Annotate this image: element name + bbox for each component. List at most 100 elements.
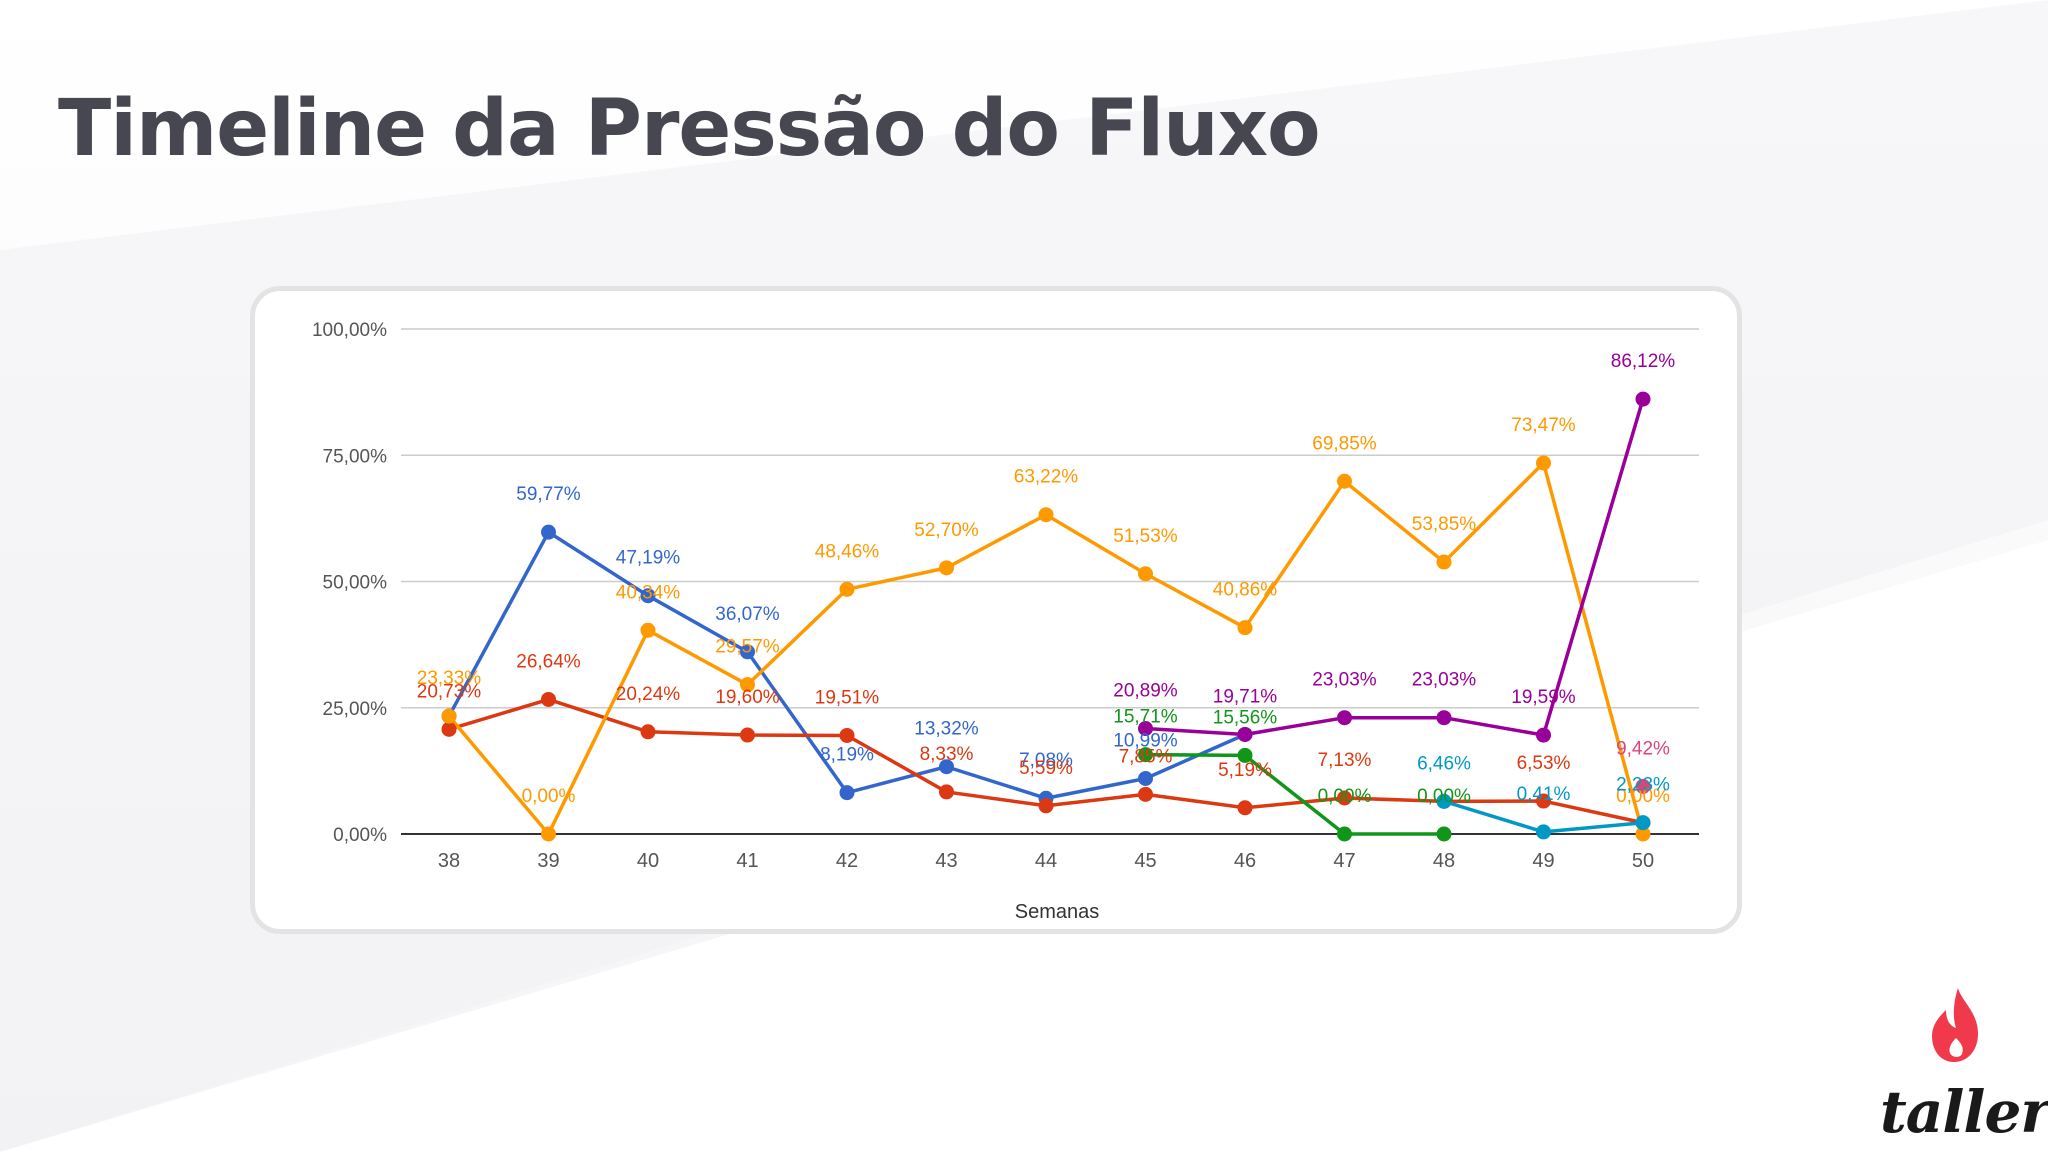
x-tick-label: 46 bbox=[1234, 850, 1256, 872]
data-point bbox=[839, 785, 855, 801]
data-label: 23,03% bbox=[1312, 670, 1377, 691]
series-line bbox=[1145, 398, 1645, 737]
data-label: 20,24% bbox=[616, 684, 681, 705]
y-tick-label: 75,00% bbox=[323, 446, 388, 467]
data-label: 19,51% bbox=[815, 687, 880, 708]
data-label: 29,57% bbox=[715, 637, 780, 658]
data-label: 26,64% bbox=[516, 651, 581, 672]
data-label: 36,07% bbox=[715, 604, 780, 625]
data-point bbox=[939, 784, 954, 800]
data-point bbox=[740, 727, 755, 743]
data-label: 59,77% bbox=[516, 484, 581, 505]
data-point bbox=[1436, 710, 1452, 726]
data-point bbox=[1337, 790, 1352, 806]
data-point bbox=[1237, 800, 1253, 816]
data-label: 20,89% bbox=[1113, 681, 1178, 702]
data-point bbox=[1237, 620, 1253, 636]
data-point bbox=[1038, 798, 1054, 814]
data-label: 6,53% bbox=[1517, 753, 1571, 774]
data-point bbox=[1237, 747, 1253, 763]
data-label: 23,33% bbox=[417, 668, 482, 689]
data-point bbox=[441, 708, 457, 724]
data-point bbox=[1337, 473, 1352, 489]
data-label: 0,41% bbox=[1517, 784, 1571, 805]
x-tick-label: 41 bbox=[736, 850, 758, 872]
data-point bbox=[1138, 747, 1153, 763]
x-tick-label: 43 bbox=[935, 850, 957, 872]
data-label: 15,71% bbox=[1113, 707, 1178, 728]
data-point bbox=[541, 524, 556, 540]
data-label: 53,85% bbox=[1412, 514, 1477, 535]
data-point bbox=[939, 560, 954, 576]
x-tick-label: 49 bbox=[1532, 850, 1554, 872]
data-label: 47,19% bbox=[616, 548, 681, 569]
data-point bbox=[640, 622, 656, 638]
data-point bbox=[1536, 824, 1551, 840]
data-label: 40,34% bbox=[616, 582, 681, 603]
y-tick-label: 50,00% bbox=[323, 573, 388, 594]
x-tick-label: 47 bbox=[1333, 850, 1355, 872]
line-chart: 0,00% 25,00% 50,00% 75,00% 100,00% 38 39 40 41 42… bbox=[312, 320, 1699, 923]
data-label: 8,19% bbox=[820, 745, 874, 766]
data-label: 5,19% bbox=[1218, 760, 1272, 781]
data-label: 10,99% bbox=[1113, 731, 1178, 752]
x-tick-label: 48 bbox=[1433, 850, 1455, 872]
data-point bbox=[839, 581, 855, 597]
data-point bbox=[839, 727, 855, 743]
data-point bbox=[1436, 554, 1452, 570]
data-point bbox=[1337, 826, 1352, 842]
data-label: 0,00% bbox=[1318, 786, 1372, 807]
data-label: 9,42% bbox=[1616, 738, 1670, 759]
x-tick-label: 42 bbox=[836, 850, 858, 872]
data-label: 40,86% bbox=[1213, 580, 1278, 601]
data-point bbox=[1536, 727, 1551, 743]
data-point bbox=[541, 691, 556, 707]
data-label: 0,00% bbox=[522, 786, 576, 807]
x-tick-label: 44 bbox=[1035, 850, 1057, 872]
data-label: 48,46% bbox=[815, 541, 880, 562]
data-label: 52,70% bbox=[914, 520, 979, 541]
data-label: 23,03% bbox=[1412, 670, 1477, 691]
data-label: 73,47% bbox=[1511, 415, 1576, 436]
data-point bbox=[541, 826, 556, 842]
data-label: 63,22% bbox=[1014, 467, 1079, 488]
data-label: 15,56% bbox=[1213, 707, 1278, 728]
data-point bbox=[1635, 391, 1651, 407]
data-point bbox=[441, 721, 457, 737]
data-label: 7,08% bbox=[1019, 750, 1073, 771]
y-tick-label: 0,00% bbox=[333, 825, 387, 846]
y-tick-label: 25,00% bbox=[323, 699, 388, 720]
data-point bbox=[1237, 726, 1253, 742]
data-point bbox=[1138, 771, 1153, 787]
data-point bbox=[1536, 455, 1551, 471]
data-point bbox=[939, 759, 954, 775]
data-label: 13,32% bbox=[914, 719, 979, 740]
data-point bbox=[1635, 778, 1651, 794]
x-tick-label: 38 bbox=[438, 850, 460, 872]
data-point bbox=[1436, 826, 1452, 842]
data-point bbox=[1138, 566, 1153, 582]
data-point bbox=[1138, 721, 1153, 737]
series-line bbox=[1145, 752, 1444, 836]
data-label: 2,23% bbox=[1616, 775, 1670, 796]
x-axis-title: Semanas bbox=[1015, 901, 1100, 923]
data-point bbox=[740, 644, 755, 660]
data-label: 51,53% bbox=[1113, 526, 1178, 547]
data-label: 7,13% bbox=[1318, 750, 1372, 771]
data-label: 20,73% bbox=[417, 681, 482, 702]
brand-logo-text: taller bbox=[1880, 1078, 2048, 1146]
data-point bbox=[1436, 793, 1452, 809]
chart-card: 0,00% 25,00% 50,00% 75,00% 100,00% 38 39 40 41 42… bbox=[250, 286, 1742, 934]
page-title: Timeline da Pressão do Fluxo bbox=[58, 84, 1321, 174]
data-point bbox=[1138, 786, 1153, 802]
data-label: 7,85% bbox=[1119, 746, 1173, 767]
data-label: 69,85% bbox=[1312, 433, 1377, 454]
x-tick-label: 39 bbox=[537, 850, 559, 872]
data-label: 19,60% bbox=[715, 687, 780, 708]
data-point bbox=[740, 677, 755, 693]
data-point bbox=[640, 724, 656, 740]
data-label: 5,59% bbox=[1019, 758, 1073, 779]
data-label: 6,46% bbox=[1417, 753, 1471, 774]
data-point bbox=[1635, 815, 1651, 831]
data-point bbox=[1536, 793, 1551, 809]
